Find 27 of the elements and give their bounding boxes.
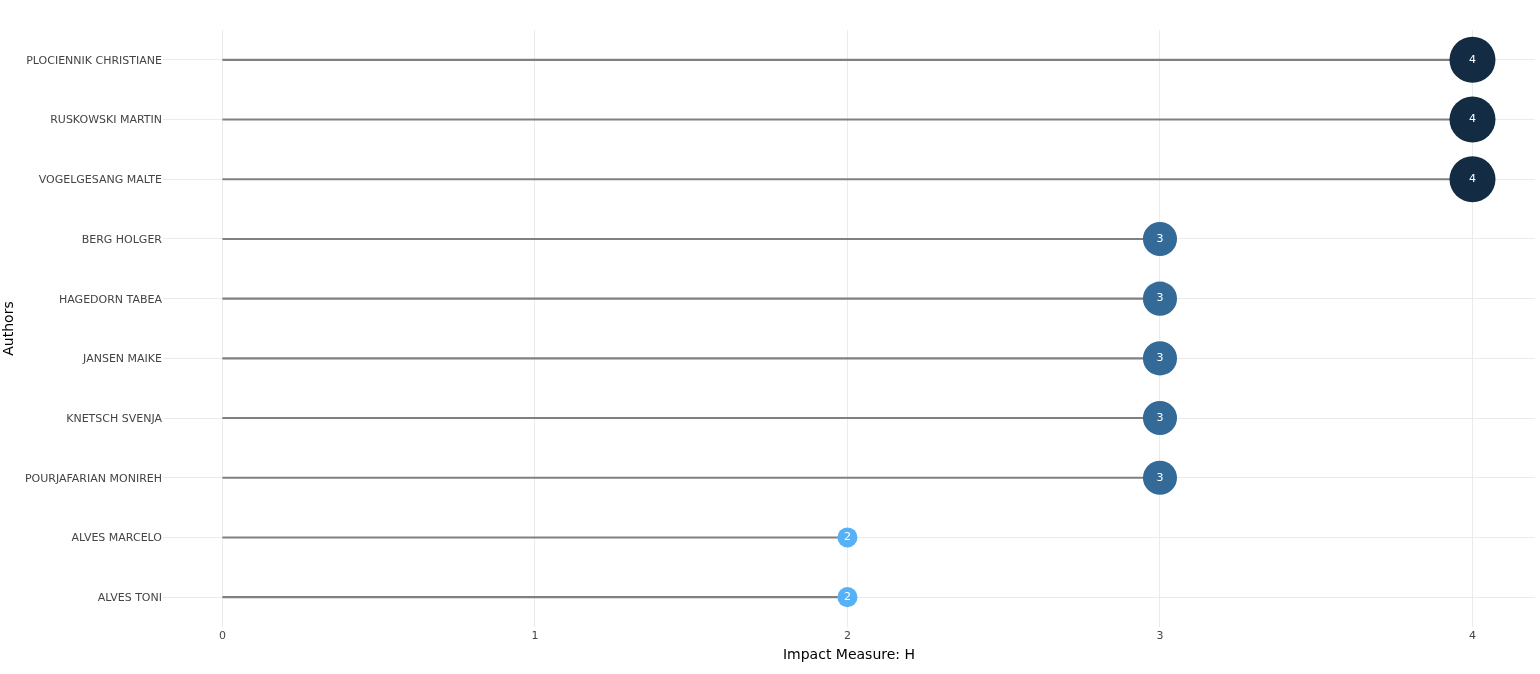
- x-tick-label: 4: [1468, 629, 1476, 642]
- data-label: 3: [1156, 470, 1164, 484]
- y-tick-label: ALVES MARCELO: [71, 531, 163, 545]
- y-tick-label: HAGEDORN TABEA: [59, 292, 163, 306]
- y-tick-label: POURJAFARIAN MONIREH: [24, 471, 162, 485]
- x-tick-label: 2: [843, 629, 851, 642]
- data-label: 3: [1156, 410, 1164, 424]
- data-label: 4: [1468, 112, 1476, 126]
- x-axis-title: Impact Measure: H: [782, 646, 916, 663]
- y-tick-label: KNETSCH SVENJA: [66, 411, 163, 425]
- data-label: 2: [843, 589, 851, 603]
- data-label: 3: [1156, 291, 1164, 305]
- x-tick-label: 1: [531, 629, 539, 642]
- y-tick-label: ALVES TONI: [97, 591, 162, 604]
- y-tick-label: PLOCIENNIK CHRISTIANE: [26, 53, 163, 67]
- data-label: 3: [1156, 231, 1164, 245]
- y-axis-title: Authors: [0, 301, 16, 356]
- data-label: 3: [1156, 351, 1164, 365]
- y-tick-label: VOGELGESANG MALTE: [38, 173, 163, 187]
- data-label: 4: [1468, 52, 1476, 66]
- x-tick-label: 0: [218, 629, 226, 642]
- y-tick-label: BERG HOLGER: [81, 232, 163, 246]
- data-label: 2: [843, 530, 851, 544]
- y-tick-label: JANSEN MAIKE: [82, 352, 163, 366]
- y-tick-label: RUSKOWSKI MARTIN: [50, 113, 162, 127]
- data-label: 4: [1468, 172, 1476, 185]
- x-tick-label: 3: [1156, 629, 1164, 642]
